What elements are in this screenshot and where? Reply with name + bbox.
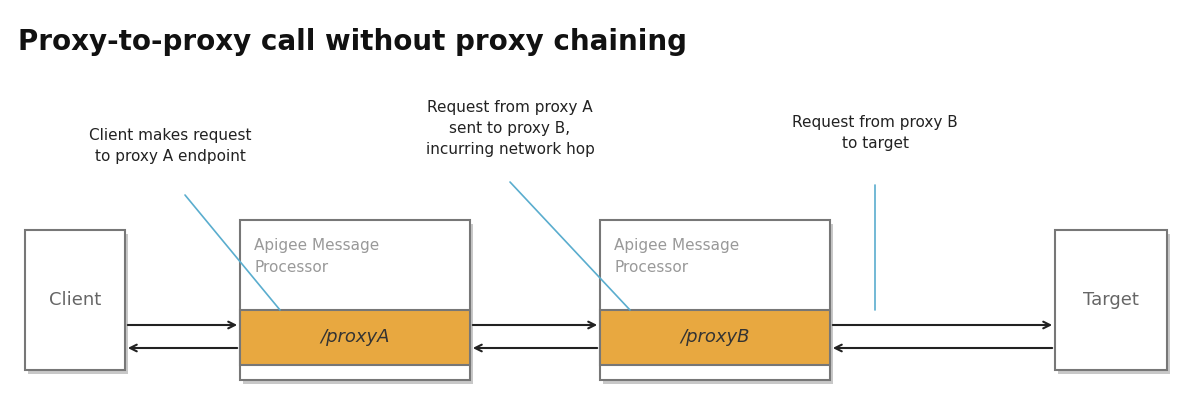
Text: Request from proxy A
sent to proxy B,
incurring network hop: Request from proxy A sent to proxy B, in…: [426, 100, 595, 157]
Bar: [1055, 230, 1167, 370]
Bar: [603, 224, 833, 384]
Text: /proxyB: /proxyB: [680, 329, 750, 347]
Text: Request from proxy B
to target: Request from proxy B to target: [792, 115, 958, 151]
Bar: [599, 220, 830, 380]
Text: Apigee Message
Processor: Apigee Message Processor: [614, 238, 740, 275]
Bar: [240, 220, 470, 380]
Text: Client makes request
to proxy A endpoint: Client makes request to proxy A endpoint: [89, 128, 252, 164]
Text: Client: Client: [49, 291, 101, 309]
Bar: [1058, 234, 1170, 374]
Bar: [240, 310, 470, 365]
Bar: [25, 230, 125, 370]
Text: Proxy-to-proxy call without proxy chaining: Proxy-to-proxy call without proxy chaini…: [18, 28, 687, 56]
Text: Target: Target: [1083, 291, 1140, 309]
Text: /proxyA: /proxyA: [320, 329, 389, 347]
Text: Apigee Message
Processor: Apigee Message Processor: [254, 238, 380, 275]
Bar: [243, 224, 472, 384]
Bar: [599, 310, 830, 365]
Bar: [28, 234, 128, 374]
